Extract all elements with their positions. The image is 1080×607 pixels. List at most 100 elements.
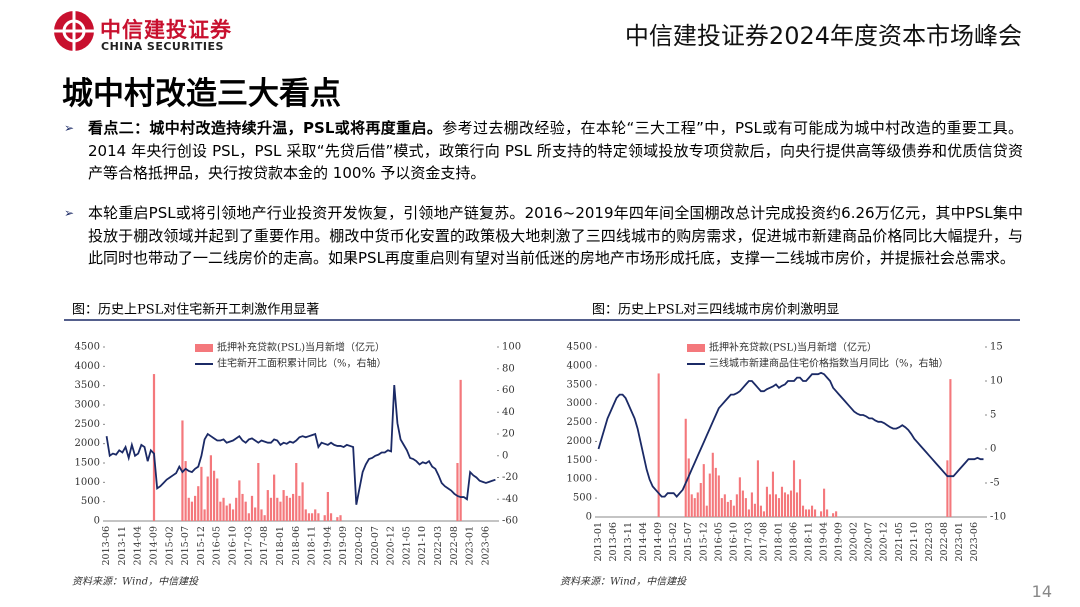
x-tick-label: 2015-12 [196,526,207,565]
bar [282,490,285,521]
y-tick-label: 4000 [75,361,100,372]
bar [291,493,295,521]
bar [832,513,835,517]
bar [238,480,241,521]
bar [684,418,687,517]
bar [774,494,778,517]
y-tick-label: 3500 [567,379,592,390]
bar [310,513,314,521]
bar [708,473,711,517]
x-tick-label: 2013-11 [117,526,128,565]
bar [696,492,699,517]
x-tick-label: 2022-03 [924,522,935,561]
bar [720,498,723,517]
bullet: 看点二：城中村改造持续升温，PSL或将再度重启。参考过去棚改经验，在本轮“三大工… [64,117,1023,185]
y2-tick-label: -20 [502,472,518,483]
bar [768,494,771,517]
x-tick-label: 2014-09 [149,526,160,565]
bar [273,474,276,521]
x-tick-label: 2023-06 [480,526,491,565]
bullet-text: 本轮重启PSL或将引领地产行业投资开发恢复，引领地产链复苏。2016~2019年… [88,204,1023,267]
y2-tick-label: -60 [502,516,518,527]
bar [723,494,726,517]
bar [209,455,213,521]
bar [835,511,838,517]
x-tick-label: 2015-12 [698,522,709,561]
bar [792,460,796,517]
y2-tick-label: -40 [502,494,518,505]
legend-swatch [687,344,705,352]
bar [777,498,781,517]
bar [747,509,750,517]
bar [323,515,326,521]
bar [786,494,790,517]
y-tick-label: 3000 [75,400,100,411]
x-tick-label: 2019-04 [322,526,333,565]
legend-label: 三线城市新建商品住宅价格指数当月同比（%，右轴） [709,357,949,370]
bar [741,490,744,517]
x-tick-label: 2018-01 [275,526,286,565]
bar [152,374,156,521]
chart-title: 图：历史上PSL对住宅新开工刺激作用显著 [72,302,319,318]
page-number: 14 [1031,582,1052,601]
y-tick-label: 1500 [75,458,100,469]
x-tick-label: 2019-04 [819,522,830,561]
y2-tick-label: 100 [502,342,521,353]
y-tick-label: 1500 [567,455,592,466]
legend-label: 抵押补充贷款(PSL)当月新增（亿元） [709,341,877,354]
line [105,384,496,505]
bar [295,463,298,521]
y-tick-label: 3500 [75,380,100,391]
bar [687,458,690,517]
x-tick-label: 2023-01 [954,522,965,561]
bar [266,490,269,521]
bar [184,461,187,521]
x-tick-label: 2022-08 [449,526,460,565]
x-tick-label: 2021-10 [417,526,428,565]
x-tick-label: 2015-02 [164,526,175,565]
bar [690,494,693,517]
x-tick-label: 2021-10 [909,522,920,561]
event-title: 中信建投证券2024年度资本市场峰会 [624,22,1022,50]
x-tick-label: 2017-08 [259,526,270,565]
bar [339,515,342,521]
y-tick-label: 4500 [75,342,100,353]
x-tick-label: 2016-05 [713,522,724,561]
bar [759,505,762,517]
x-tick-label: 2017-03 [243,526,254,565]
bar [279,501,282,521]
bar [801,505,805,517]
bar [826,509,829,517]
y-tick-label: 1000 [567,474,592,485]
bar [263,515,266,521]
page-title: 城中村改造三大看点 [62,76,341,112]
bar [298,495,301,521]
y-tick-label: 3000 [567,398,592,409]
bar [326,492,329,521]
x-tick-label: 2018-11 [804,522,815,561]
x-tick-label: 2015-07 [683,522,694,561]
y-tick-label: 2000 [567,436,592,447]
bar [693,498,696,517]
bar [216,478,219,521]
y-tick-label: 2000 [75,438,100,449]
x-tick-label: 2019-09 [338,526,349,565]
x-tick-label: 2016-10 [228,526,239,565]
bar [657,373,660,517]
bar [228,503,231,521]
y2-tick-label: 15 [990,342,1003,353]
x-tick-label: 2021-05 [401,526,412,565]
x-tick-label: 2023-06 [969,522,980,561]
bullet-text: 参考过去棚改经验，在本轮“三大工程”中，PSL或有可能成为城中村改造的重要工具。… [88,119,1023,182]
bar [260,509,263,521]
bar [789,490,793,517]
legend-label: 住宅新开工面积累计同比（%，右轴） [217,357,387,370]
y2-tick-label: 0 [502,450,508,461]
bar [804,509,808,517]
bar [314,509,317,521]
x-tick-label: 2013-06 [101,526,112,565]
bar [219,501,222,521]
y2-tick-label: 80 [502,363,515,374]
x-tick-label: 2019-09 [834,522,845,561]
